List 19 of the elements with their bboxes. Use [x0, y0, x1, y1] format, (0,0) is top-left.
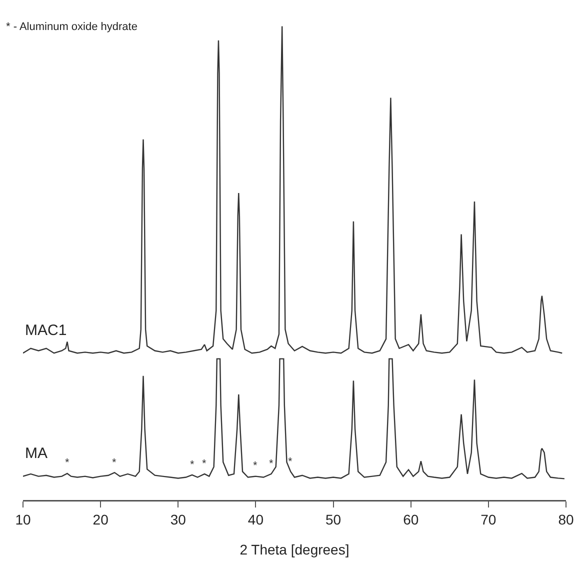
x-tick-label: 50	[326, 511, 342, 528]
annotation: *	[253, 460, 258, 472]
annotation: *	[269, 458, 274, 470]
x-tick-label: 10	[15, 511, 31, 528]
x-tick-label: 80	[558, 511, 574, 528]
annotation: * - Aluminum oxide hydrate	[6, 21, 138, 33]
annotation: *	[65, 457, 70, 469]
x-tick-label: 30	[170, 511, 186, 528]
annotation: *	[202, 458, 207, 470]
x-tick-label: 40	[248, 511, 264, 528]
annotation: *	[190, 459, 195, 471]
series-label: MA	[25, 445, 48, 462]
x-tick-label: 60	[403, 511, 419, 528]
series-label: MAC1	[25, 322, 67, 339]
x-tick-label: 20	[92, 511, 109, 528]
annotation: *	[112, 457, 117, 469]
x-axis-title: 2 Theta [degrees]	[240, 541, 350, 558]
x-tick-label: 70	[480, 511, 496, 528]
annotation: *	[288, 456, 293, 468]
